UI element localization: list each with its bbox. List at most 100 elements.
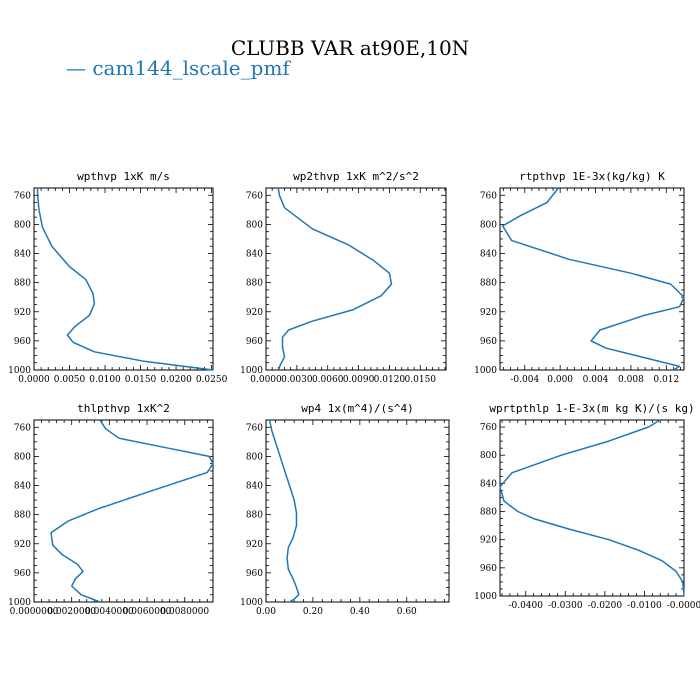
x-tick-label: 0.0000000 [10,607,59,617]
panel-title: thlpthvp 1xK^2 [77,402,170,415]
x-tick-label: 0.008 [618,375,644,385]
y-tick-label: 840 [246,250,263,260]
x-tick-label: 0.0150 [405,375,437,385]
x-tick-label: 0.40 [350,607,370,617]
panel-title: rtpthvp 1E-3x(kg/kg) K [519,170,665,183]
panel-title: wprtpthlp 1-E-3x(m kg K)/(s kg) [489,402,694,415]
x-tick-label: 0.0040000 [85,607,134,617]
y-tick-label: 840 [14,482,31,492]
x-tick-label: 0.20 [303,607,323,617]
y-tick-label: 960 [480,564,497,574]
x-tick-label: 0.000 [547,375,573,385]
x-tick-label: -0.004 [510,375,539,385]
y-tick-label: 840 [480,250,497,260]
y-tick-label: 760 [246,423,263,433]
x-tick-label: -0.0200 [588,601,623,611]
series-line [268,419,300,603]
y-tick-label: 920 [480,308,497,318]
y-tick-label: 880 [480,508,497,518]
y-tick-label: 960 [246,337,263,347]
plot-frame [33,419,214,603]
y-tick-label: 960 [246,569,263,579]
plot-frame [499,187,685,371]
y-tick-label: 920 [480,536,497,546]
y-tick-label: 840 [14,250,31,260]
y-tick-label: 1000 [240,366,263,376]
x-tick-label: 0.0200 [160,375,192,385]
x-tick-label: 0.012 [653,375,679,385]
x-tick-label: 0.0000 [250,375,282,385]
series-line [501,187,685,371]
y-tick-label: 1000 [8,598,31,608]
x-tick-label: 0.0000 [18,375,50,385]
plot-frame [499,419,685,597]
x-tick-label: 0.0030 [281,375,313,385]
y-tick-label: 1000 [474,592,497,602]
y-tick-label: 880 [246,279,263,289]
x-tick-label: -0.0100 [627,601,662,611]
x-tick-label: 0.0050 [54,375,86,385]
y-tick-label: 800 [14,220,31,230]
panel-4: thlpthvp 1xK^276080084088092096010000.00… [8,402,214,617]
x-tick-label: -0.0000 [667,601,700,611]
y-tick-label: 760 [480,423,497,433]
y-tick-label: 800 [14,452,31,462]
y-tick-label: 920 [246,308,263,318]
x-tick-label: 0.0120 [374,375,406,385]
x-tick-label: 0.004 [583,375,609,385]
y-tick-label: 880 [14,279,31,289]
y-tick-label: 960 [14,569,31,579]
panel-title: wp2thvp 1xK m^2/s^2 [293,170,419,183]
series-line [277,187,393,371]
panel-6: wprtpthlp 1-E-3x(m kg K)/(s kg) 760 800 840… [474,402,700,611]
panel-title: wpthvp 1xK m/s [77,170,170,183]
legend-entry: — cam144_lscale_pmf [66,56,290,80]
series-line [50,419,214,603]
plot-frame [33,187,214,371]
y-tick-label: 800 [480,451,497,461]
legend-label: cam144_lscale_pmf [92,56,290,80]
x-tick-label: 0.0150 [125,375,157,385]
plot-frame [265,419,450,603]
x-tick-label: -0.0400 [508,601,543,611]
figure-title: CLUBB VAR at90E,10N [230,36,470,60]
x-tick-label: -0.0300 [548,601,583,611]
x-tick-label: 0.0250 [196,375,228,385]
y-tick-label: 840 [246,482,263,492]
x-tick-label: 0.0090 [343,375,375,385]
y-tick-label: 760 [480,191,497,201]
y-tick-label: 760 [14,191,31,201]
y-tick-label: 800 [480,220,497,230]
panel-3: rtpthvp 1E-3x(kg/kg) K 760 800 840 880 920 960… [474,170,685,385]
series-line [499,419,685,597]
panel-title: wp4 1x(m^4)/(s^4) [301,402,414,415]
y-tick-label: 840 [480,479,497,489]
x-tick-label: 0.60 [397,607,417,617]
y-tick-label: 880 [480,279,497,289]
x-tick-label: 0.0060000 [123,607,172,617]
y-tick-label: 1000 [474,366,497,376]
y-tick-label: 800 [246,452,263,462]
x-tick-label: 0.0020000 [47,607,96,617]
y-tick-label: 760 [14,423,31,433]
x-tick-label: 0.0080000 [160,607,209,617]
x-tick-label: 0.0100 [89,375,121,385]
y-tick-label: 920 [14,540,31,550]
series-line [36,188,214,371]
y-tick-label: 880 [246,511,263,521]
y-tick-label: 880 [14,511,31,521]
y-tick-label: 920 [14,308,31,318]
x-tick-label: 0.0060 [312,375,344,385]
panel-1: wpthvp 1xK m/s76080084088092096010000.00… [8,170,228,385]
y-tick-label: 1000 [240,598,263,608]
y-tick-label: 800 [246,220,263,230]
x-tick-label: 0.00 [256,607,276,617]
y-tick-label: 920 [246,540,263,550]
plot-frame [265,187,447,371]
y-tick-label: 760 [246,191,263,201]
y-tick-label: 1000 [8,366,31,376]
panel-5: wp4 1x(m^4)/(s^4)76080084088092096010000… [240,402,450,617]
legend-line-marker: — [66,56,86,80]
y-tick-label: 960 [14,337,31,347]
